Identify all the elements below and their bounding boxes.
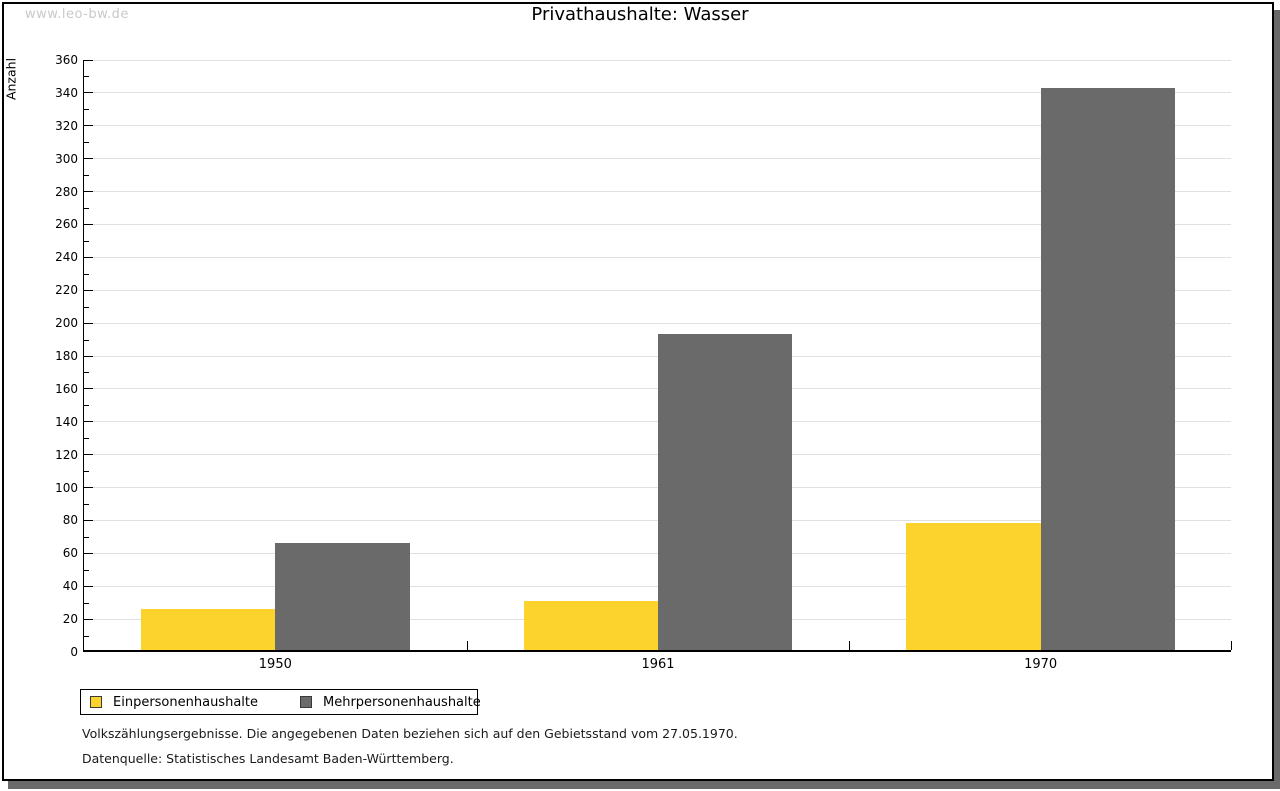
y-major-tick-300 — [84, 158, 93, 160]
y-tick-label-300: 300 — [55, 151, 78, 166]
x-boundary-tick-1 — [466, 641, 468, 650]
y-major-tick-80 — [84, 519, 93, 521]
bar-einpersonenhaushalte-1961 — [523, 600, 658, 650]
y-tick-label-140: 140 — [55, 414, 78, 429]
x-tick-label-1961: 1961 — [641, 657, 675, 672]
y-tick-label-60: 60 — [62, 546, 78, 561]
legend-item-mehrpersonenhaushalte: Mehrpersonenhaushalte — [300, 695, 481, 710]
gridline-y-200 — [84, 322, 1231, 324]
y-tick-label-40: 40 — [62, 579, 78, 594]
y-major-tick-240 — [84, 256, 93, 258]
footnote-data-source: Datenquelle: Statistisches Landesamt Bad… — [82, 751, 454, 766]
plot-area: 0 20 40 60 80 100 120 140 160 180 200 220 240 260 280 3… — [55, 53, 1232, 672]
y-minor-tick-310 — [84, 142, 89, 144]
y-major-tick-180 — [84, 355, 93, 357]
y-tick-label-0: 0 — [70, 645, 78, 659]
y-tick-label-100: 100 — [55, 480, 78, 495]
legend-item-einpersonenhaushalte: Einpersonenhaushalte — [90, 695, 258, 710]
bar-einpersonenhaushalte-1950 — [141, 608, 276, 650]
legend-swatch-icon — [300, 696, 312, 708]
gridline-y-300 — [84, 158, 1231, 160]
bar-mehrpersonenhaushalte-1950 — [275, 543, 410, 650]
y-minor-tick-190 — [84, 339, 89, 341]
y-tick-label-260: 260 — [55, 217, 78, 232]
gridline-y-240 — [84, 256, 1231, 258]
bar-mehrpersonenhaushalte-1970 — [1040, 87, 1175, 650]
x-tick-label-1970: 1970 — [1024, 657, 1058, 672]
y-major-tick-220 — [84, 289, 93, 291]
gridline-y-340 — [84, 92, 1231, 94]
y-major-tick-140 — [84, 421, 93, 423]
y-major-tick-120 — [84, 454, 93, 456]
y-major-tick-320 — [84, 125, 93, 127]
y-minor-tick-350 — [84, 76, 89, 78]
bar-mehrpersonenhaushalte-1961 — [658, 334, 793, 650]
y-tick-label-120: 120 — [55, 447, 78, 462]
y-tick-label-240: 240 — [55, 250, 78, 265]
y-minor-tick-50 — [84, 569, 89, 571]
gridline-y-320 — [84, 125, 1231, 127]
gridline-y-40 — [84, 585, 1231, 587]
y-tick-label-200: 200 — [55, 316, 78, 331]
gridline-y-360 — [84, 59, 1231, 61]
legend-label: Einpersonenhaushalte — [113, 694, 258, 710]
gridline-y-100 — [84, 487, 1231, 489]
gridline-y-260 — [84, 223, 1231, 225]
y-major-tick-280 — [84, 191, 93, 193]
y-axis-title: Anzahl — [3, 57, 19, 101]
gridline-y-120 — [84, 454, 1231, 456]
y-minor-tick-230 — [84, 273, 89, 275]
y-major-tick-100 — [84, 487, 93, 489]
y-minor-tick-30 — [84, 602, 89, 604]
y-minor-tick-210 — [84, 306, 89, 308]
x-boundary-tick-2 — [849, 641, 851, 650]
y-tick-label-340: 340 — [55, 85, 78, 100]
y-minor-tick-270 — [84, 208, 89, 209]
gridline-y-60 — [84, 552, 1231, 554]
legend-swatch-icon — [90, 696, 102, 708]
y-major-tick-200 — [84, 322, 93, 324]
footnote-source-note: Volkszählungsergebnisse. Die angegebenen… — [82, 726, 738, 741]
y-minor-tick-10 — [84, 635, 89, 637]
y-major-tick-340 — [84, 92, 93, 94]
y-major-tick-40 — [84, 585, 93, 587]
x-tick-label-1950: 1950 — [258, 657, 292, 672]
y-minor-tick-90 — [84, 504, 89, 505]
y-minor-tick-290 — [84, 175, 89, 177]
y-minor-tick-170 — [84, 372, 89, 374]
y-major-tick-160 — [84, 388, 93, 390]
y-tick-label-320: 320 — [55, 118, 78, 133]
y-minor-tick-110 — [84, 471, 89, 473]
chart-title: Privathaushalte: Wasser — [531, 4, 749, 25]
y-minor-tick-130 — [84, 438, 89, 440]
bar-einpersonenhaushalte-1970 — [906, 523, 1041, 650]
y-major-tick-360 — [84, 59, 93, 61]
y-minor-tick-250 — [84, 240, 89, 242]
y-major-tick-60 — [84, 552, 93, 554]
y-tick-label-160: 160 — [55, 381, 78, 396]
y-tick-label-20: 20 — [62, 612, 78, 627]
gridline-y-220 — [84, 289, 1231, 291]
gridline-y-280 — [84, 191, 1231, 193]
gridline-y-180 — [84, 355, 1231, 357]
x-boundary-tick-3 — [1231, 641, 1232, 650]
y-tick-label-360: 360 — [55, 53, 78, 67]
watermark: www.leo-bw.de — [25, 7, 129, 22]
y-minor-tick-150 — [84, 405, 89, 407]
y-major-tick-260 — [84, 223, 93, 225]
gridline-y-80 — [84, 519, 1231, 521]
y-tick-label-280: 280 — [55, 184, 78, 199]
gridline-y-160 — [84, 388, 1231, 390]
legend: Einpersonenhaushalte Mehrpersonenhaushalt… — [80, 689, 481, 715]
y-minor-tick-330 — [84, 109, 89, 111]
y-tick-label-80: 80 — [62, 513, 78, 528]
gridline-y-140 — [84, 421, 1231, 423]
y-minor-tick-70 — [84, 536, 89, 538]
y-tick-label-180: 180 — [55, 349, 78, 363]
y-tick-label-220: 220 — [55, 283, 78, 298]
y-major-tick-20 — [84, 618, 93, 620]
legend-label: Mehrpersonenhaushalte — [323, 694, 481, 710]
